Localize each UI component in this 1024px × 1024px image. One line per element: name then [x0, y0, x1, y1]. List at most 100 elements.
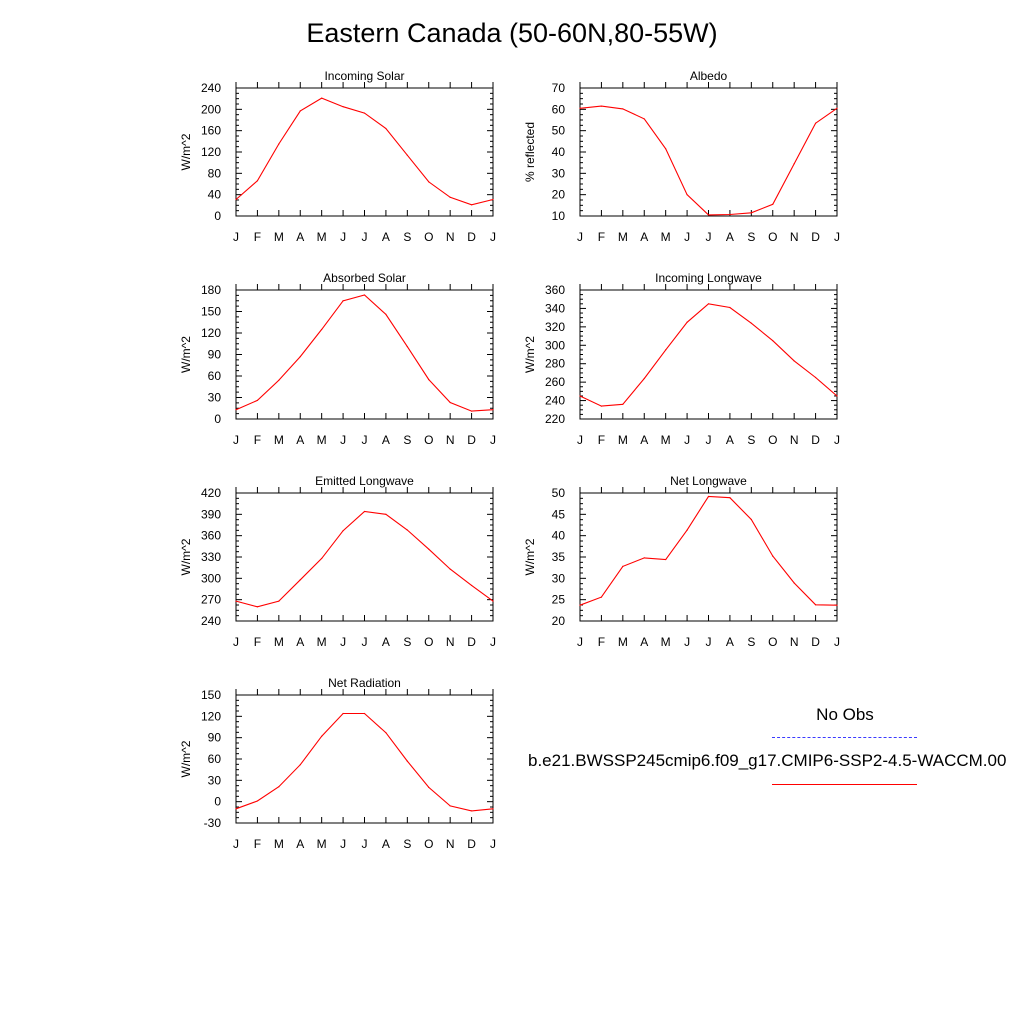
series-line-0 [579, 495, 838, 606]
panel-title: Absorbed Solar [323, 271, 406, 285]
data-point [428, 181, 430, 183]
x-tick-label: M [317, 837, 327, 851]
data-point [428, 548, 430, 550]
data-point [299, 764, 301, 766]
y-tick-label: 360 [201, 529, 221, 543]
x-tick-label: N [790, 635, 799, 649]
x-tick-label: M [317, 635, 327, 649]
y-tick-label: 120 [201, 709, 221, 723]
x-tick-label: J [233, 837, 239, 851]
panel-title: Net Radiation [328, 676, 401, 690]
x-tick-label: J [490, 433, 496, 447]
x-tick-label: J [577, 230, 583, 244]
data-point [793, 360, 795, 362]
y-tick-label: 0 [214, 795, 221, 809]
x-tick-label: J [362, 433, 368, 447]
data-point [643, 377, 645, 380]
y-tick-label: 330 [201, 550, 221, 564]
data-point [579, 395, 581, 397]
plot-frame [579, 289, 838, 420]
x-tick-label: J [706, 230, 712, 244]
data-point [729, 497, 731, 499]
data-point [665, 558, 667, 561]
y-tick-label: 240 [545, 394, 565, 408]
y-tick-label: 200 [201, 102, 221, 116]
data-point [600, 105, 603, 107]
x-tick-label: M [317, 230, 327, 244]
data-point [449, 568, 451, 570]
series-line-0 [579, 105, 838, 216]
legend-obs-line [772, 737, 917, 738]
data-point [729, 213, 731, 216]
data-point [235, 198, 237, 201]
x-tick-label: J [340, 635, 346, 649]
x-tick-label: O [768, 635, 777, 649]
x-tick-label: O [768, 433, 777, 447]
x-tick-label: S [747, 433, 755, 447]
y-tick-label: 40 [208, 188, 222, 202]
data-point [686, 194, 688, 196]
data-point [428, 378, 430, 381]
y-tick-label: 70 [552, 81, 566, 95]
data-point [342, 530, 344, 532]
data-point [600, 405, 603, 407]
data-point [299, 579, 301, 581]
y-tick-label: 240 [201, 81, 221, 95]
data-point [492, 808, 494, 810]
data-point [622, 403, 624, 405]
data-point [579, 107, 581, 109]
y-tick-label: 280 [545, 357, 565, 371]
y-tick-label: 120 [201, 145, 221, 159]
series-line-0 [235, 712, 494, 812]
x-tick-label: J [834, 433, 840, 447]
data-point [342, 712, 344, 715]
data-point [622, 565, 624, 567]
data-point [793, 582, 795, 584]
x-tick-label: D [811, 433, 820, 447]
x-tick-label: S [403, 837, 411, 851]
data-point [836, 395, 838, 397]
x-tick-label: M [618, 433, 628, 447]
data-point [278, 786, 280, 788]
x-tick-label: J [362, 230, 368, 244]
data-point [814, 604, 817, 606]
y-tick-label: 180 [201, 283, 221, 297]
x-tick-label: J [834, 635, 840, 649]
x-tick-label: S [747, 635, 755, 649]
data-point [686, 321, 688, 323]
x-tick-label: M [317, 433, 327, 447]
x-tick-label: N [446, 837, 455, 851]
data-point [707, 495, 710, 498]
data-point [256, 606, 259, 608]
y-tick-label: 0 [214, 412, 221, 426]
y-tick-label: 30 [552, 166, 566, 180]
x-tick-label: J [233, 433, 239, 447]
chart-panel-4: Emitted Longwave W/m^2 240 270 300 330 360 390 4… [179, 474, 496, 649]
panel-title: Net Longwave [670, 474, 747, 488]
data-point [235, 600, 237, 602]
x-tick-label: S [403, 230, 411, 244]
x-tick-label: O [424, 433, 433, 447]
x-tick-label: F [254, 837, 261, 851]
x-tick-label: A [726, 635, 734, 649]
x-tick-label: F [598, 230, 605, 244]
data-point [470, 584, 473, 587]
x-tick-label: A [640, 433, 648, 447]
x-tick-label: N [790, 433, 799, 447]
data-point [278, 600, 280, 602]
y-tick-label: 150 [201, 305, 221, 319]
data-point [772, 203, 774, 205]
y-axis-label: W/m^2 [179, 740, 193, 777]
data-point [707, 303, 710, 305]
x-tick-label: M [661, 433, 671, 447]
y-tick-label: 260 [545, 375, 565, 389]
data-point [665, 148, 667, 150]
x-tick-label: J [233, 230, 239, 244]
x-tick-label: J [684, 635, 690, 649]
data-point [363, 510, 366, 513]
x-tick-label: N [446, 230, 455, 244]
x-tick-label: A [296, 635, 304, 649]
x-tick-label: M [274, 230, 284, 244]
